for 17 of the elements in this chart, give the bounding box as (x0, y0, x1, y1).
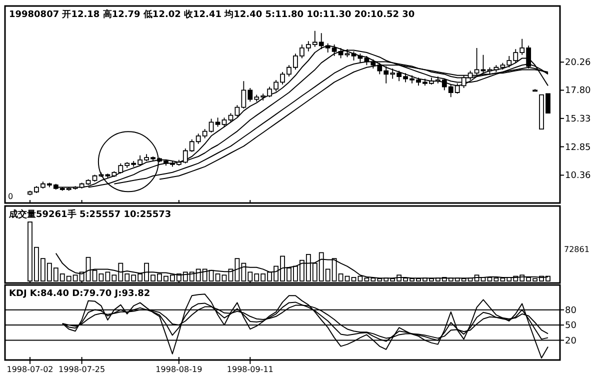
chart-title: 19980807 开12.18 高12.79 低12.02 收12.41 均12.40 5:11.80 10:11.30 20:10.52 30 (9, 9, 415, 20)
x-tick-label: 1998-07-02 (6, 365, 54, 374)
y-tick-label: 15.33 (565, 114, 591, 124)
y-tick-label: 12.85 (565, 142, 591, 153)
y-tick-label: 17.80 (565, 86, 592, 96)
chart-title: KDJ K:84.40 D:79.70 J:93.82 (9, 289, 150, 299)
chart-title: 成交量59261手 5:25557 10:25573 (8, 209, 172, 220)
x-tick-label: 1998-09-11 (226, 365, 274, 374)
text: 0 (8, 192, 14, 201)
y-tick-label: 20.26 (565, 58, 592, 68)
text: 72861 (564, 245, 590, 254)
x-tick-label: 1998-08-19 (156, 365, 202, 374)
x-tick-label: 1998-07-25 (58, 365, 106, 374)
y-tick-label: 80 (565, 306, 577, 316)
y-tick-label: 10.36 (565, 171, 592, 182)
y-tick-label: 20 (565, 336, 577, 346)
y-tick-label: 50 (565, 321, 577, 332)
